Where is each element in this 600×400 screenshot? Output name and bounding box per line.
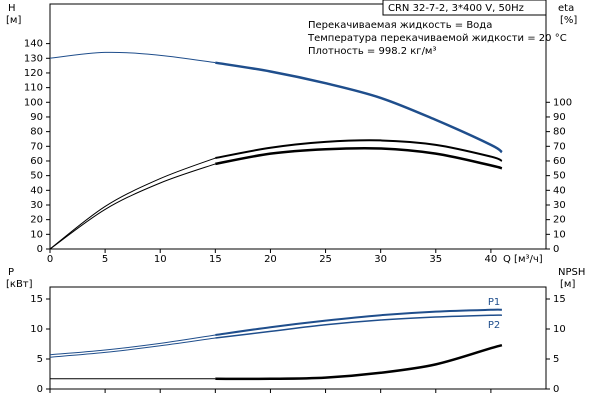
y-tick-label: 10 <box>30 324 43 335</box>
y-tick-label: 70 <box>30 141 43 152</box>
curve <box>215 343 503 381</box>
x-tick-label: 25 <box>319 254 332 265</box>
curve <box>49 157 216 250</box>
y-tick-label: 0 <box>37 384 43 395</box>
annotation: Перекачиваемая жидкость = Вода <box>308 20 492 31</box>
y2-tick-label: 60 <box>553 156 566 167</box>
plot-frame <box>49 3 547 250</box>
y2-tick-label: 100 <box>553 97 572 108</box>
curve <box>49 334 216 356</box>
y-tick-label: 130 <box>24 53 43 64</box>
annotation: Температура перекачиваемой жидкости = 20… <box>307 33 567 44</box>
curve <box>215 314 502 339</box>
y-axis-label: H <box>8 3 16 14</box>
info-title: CRN 32-7-2, 3*400 V, 50Hz <box>388 3 524 14</box>
curve <box>215 308 502 336</box>
y2-tick-label: 0 <box>553 384 559 395</box>
curve <box>49 51 216 64</box>
y2-tick-label: 40 <box>553 185 566 196</box>
x-tick-label: 0 <box>47 254 53 265</box>
y-axis-unit: [м] <box>6 15 21 26</box>
y-tick-label: 60 <box>30 156 43 167</box>
y-tick-label: 80 <box>30 127 43 138</box>
y2-tick-label: 70 <box>553 141 566 152</box>
y-tick-label: 40 <box>30 185 43 196</box>
series-label: P2 <box>488 320 500 331</box>
y2-tick-label: 5 <box>553 354 559 365</box>
y2-tick-label: 90 <box>553 112 566 123</box>
curve <box>49 163 216 250</box>
y2-tick-label: 10 <box>553 229 566 240</box>
y2-tick-label: 30 <box>553 200 566 211</box>
y-tick-label: 120 <box>24 68 43 79</box>
y-tick-label: 15 <box>30 294 43 305</box>
x-tick-label: 20 <box>264 254 277 265</box>
y-tick-label: 0 <box>37 244 43 255</box>
x-tick-label: 30 <box>374 254 387 265</box>
y-tick-label: 30 <box>30 200 43 211</box>
curve <box>215 139 503 162</box>
y2-tick-label: 80 <box>553 127 566 138</box>
y2-tick-label: 0 <box>553 244 559 255</box>
curve <box>215 61 503 154</box>
x-axis-label: Q [м³/ч] <box>503 254 543 265</box>
curve <box>215 146 503 170</box>
info-box <box>382 0 547 16</box>
y-tick-label: 50 <box>30 171 43 182</box>
curve <box>49 337 216 358</box>
x-tick-label: 35 <box>429 254 442 265</box>
y-tick-label: 90 <box>30 112 43 123</box>
y2-axis-label: NPSH <box>558 267 585 278</box>
x-tick-label: 10 <box>154 254 167 265</box>
y2-tick-label: 50 <box>553 171 566 182</box>
y-tick-label: 5 <box>37 354 43 365</box>
y-tick-label: 110 <box>24 83 43 94</box>
y-tick-label: 10 <box>30 229 43 240</box>
plot-frame <box>49 286 547 390</box>
y-tick-label: 140 <box>24 39 43 50</box>
x-tick-label: 40 <box>485 254 498 265</box>
y2-tick-label: 20 <box>553 215 566 226</box>
y2-axis-label: eta <box>558 3 574 14</box>
y-axis-unit: [кВт] <box>6 279 33 290</box>
y-tick-label: 100 <box>24 97 43 108</box>
series-label: P1 <box>488 297 500 308</box>
x-tick-label: 15 <box>209 254 222 265</box>
y-axis-label: P <box>8 267 14 278</box>
y2-tick-label: 15 <box>553 294 566 305</box>
x-tick-label: 5 <box>102 254 108 265</box>
y2-axis-unit: [м] <box>560 279 575 290</box>
y-tick-label: 20 <box>30 215 43 226</box>
y2-axis-unit: [%] <box>560 15 577 26</box>
annotation: Плотность = 998.2 кг/м³ <box>308 46 437 57</box>
y2-tick-label: 10 <box>553 324 566 335</box>
